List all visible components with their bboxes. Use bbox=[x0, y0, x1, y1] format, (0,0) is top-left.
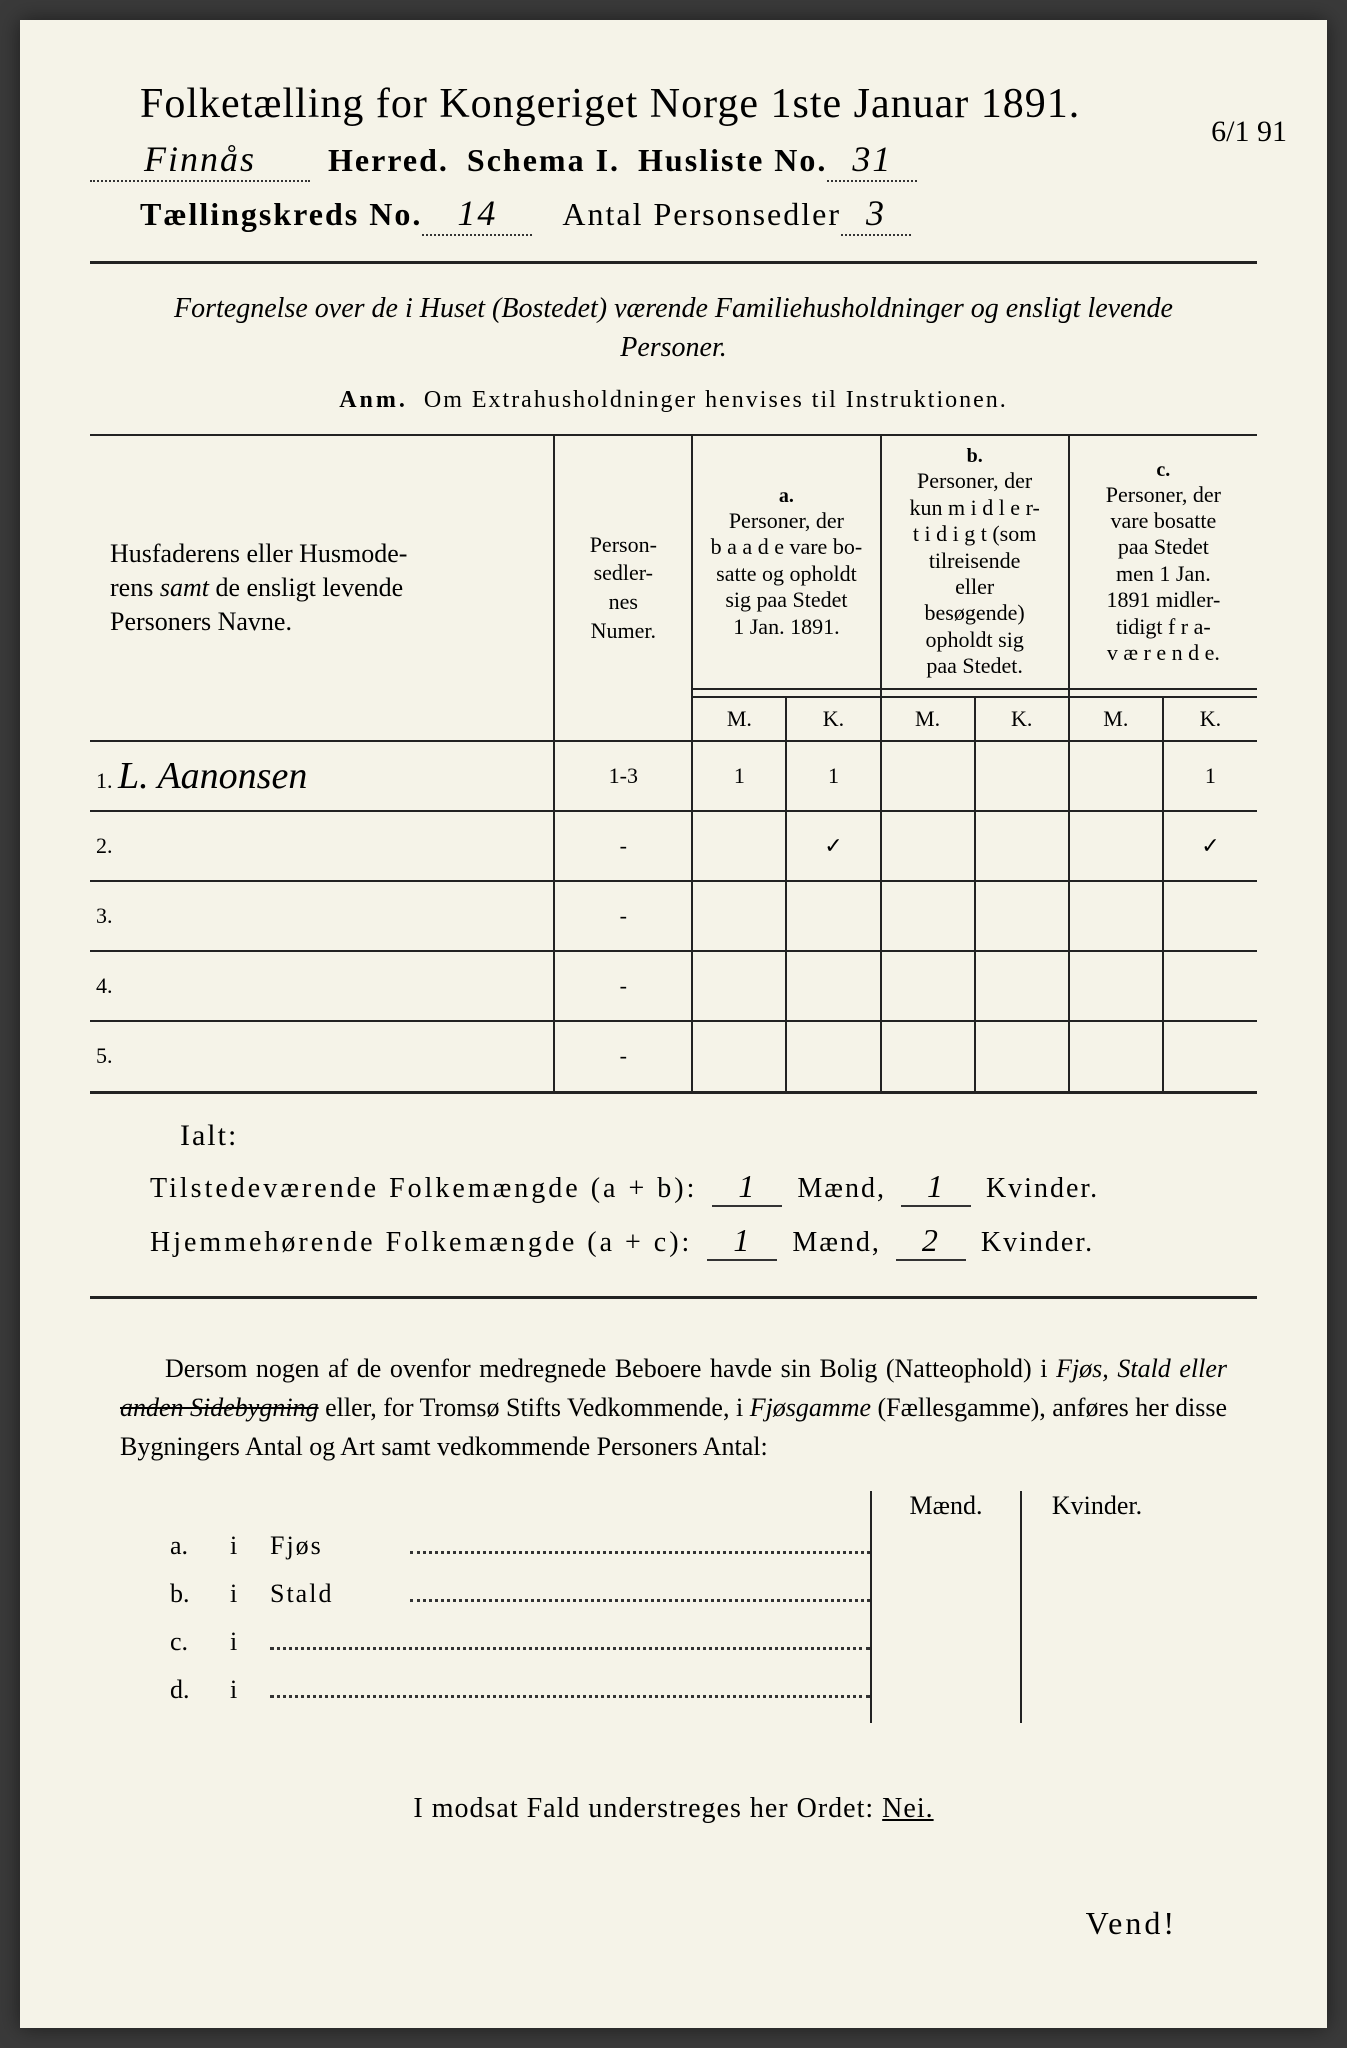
divider bbox=[90, 1296, 1257, 1299]
husliste-value: 31 bbox=[827, 138, 917, 182]
sub-row: a. i Fjøs bbox=[170, 1531, 870, 1579]
mk-header: K. bbox=[786, 697, 880, 741]
sub-kvinder-col: Kvinder. bbox=[1022, 1491, 1172, 1723]
table-row: 1. L. Aanonsen 1-3 1 1 1 bbox=[90, 741, 1257, 811]
kreds-label: Tællingskreds No. bbox=[140, 196, 422, 233]
mk-header: K. bbox=[975, 697, 1069, 741]
sub-maend-col: Mænd. bbox=[872, 1491, 1022, 1723]
colC-header: c. Personer, dervare bosattepaa Stedetme… bbox=[1069, 435, 1257, 688]
paragraph: Dersom nogen af de ovenfor medregnede Be… bbox=[120, 1349, 1227, 1466]
document-page: 6/1 91 Folketælling for Kongeriget Norge… bbox=[20, 20, 1327, 2028]
sub-row: b. i Stald bbox=[170, 1579, 870, 1627]
summary-k: 2 bbox=[896, 1222, 966, 1261]
vend-label: Vend! bbox=[90, 1905, 1177, 1942]
person-name: L. Aanonsen bbox=[118, 755, 307, 797]
anm-label: Anm. bbox=[339, 387, 408, 413]
summary-m: 1 bbox=[707, 1222, 777, 1261]
main-table: Husfaderens eller Husmode-rens samt de e… bbox=[90, 434, 1257, 1090]
table-row: 2. - ✓ ✓ bbox=[90, 811, 1257, 881]
colA-header: a. Personer, derb a a d e vare bo-satte … bbox=[692, 435, 880, 688]
mk-header: K. bbox=[1163, 697, 1257, 741]
summary-line-1: Tilstedeværende Folkemængde (a + b): 1 M… bbox=[150, 1168, 1257, 1207]
ialt-label: Ialt: bbox=[180, 1119, 1257, 1153]
table-row: 5. - bbox=[90, 1021, 1257, 1091]
anm-text: Om Extrahusholdninger henvises til Instr… bbox=[424, 387, 1008, 413]
schema-label: Schema I. bbox=[467, 142, 620, 179]
corner-date: 6/1 91 bbox=[1211, 115, 1287, 149]
anm-line: Anm. Om Extrahusholdninger henvises til … bbox=[90, 387, 1257, 414]
antal-label: Antal Personsedler bbox=[562, 196, 841, 233]
sub-right: Mænd. Kvinder. bbox=[870, 1491, 1172, 1723]
header-row-1: Finnås Herred. Schema I. Husliste No. 31 bbox=[90, 138, 1257, 182]
table-bottom-rule bbox=[90, 1091, 1257, 1094]
sub-table: a. i Fjøs b. i Stald c. i d. i bbox=[170, 1491, 1257, 1723]
sub-left: a. i Fjøs b. i Stald c. i d. i bbox=[170, 1491, 870, 1723]
page-title: Folketælling for Kongeriget Norge 1ste J… bbox=[140, 80, 1257, 128]
mk-header: M. bbox=[881, 697, 975, 741]
header-row-2: Tællingskreds No. 14 Antal Personsedler … bbox=[140, 192, 1257, 236]
sub-row: c. i bbox=[170, 1627, 870, 1675]
husliste-label: Husliste No. bbox=[638, 142, 827, 179]
herred-value: Finnås bbox=[90, 138, 310, 182]
nei-word: Nei. bbox=[882, 1793, 933, 1824]
antal-value: 3 bbox=[841, 192, 911, 236]
col2-header: Person-sedler-nesNumer. bbox=[554, 435, 692, 740]
summary-line-2: Hjemmehørende Folkemængde (a + c): 1 Mæn… bbox=[150, 1222, 1257, 1261]
mk-header: M. bbox=[1069, 697, 1163, 741]
summary-k: 1 bbox=[901, 1168, 971, 1207]
divider bbox=[90, 261, 1257, 264]
table-row: 3. - bbox=[90, 881, 1257, 951]
subtitle: Fortegnelse over de i Huset (Bostedet) v… bbox=[140, 289, 1207, 367]
colB-header: b. Personer, derkun m i d l e r-t i d i … bbox=[881, 435, 1069, 688]
col1-header: Husfaderens eller Husmode-rens samt de e… bbox=[90, 435, 554, 740]
mk-header: M. bbox=[692, 697, 786, 741]
summary-m: 1 bbox=[712, 1168, 782, 1207]
herred-label: Herred. bbox=[328, 142, 449, 179]
table-row: 4. - bbox=[90, 951, 1257, 1021]
sub-row: d. i bbox=[170, 1675, 870, 1723]
kreds-value: 14 bbox=[422, 192, 532, 236]
modsat-line: I modsat Fald understreges her Ordet: Ne… bbox=[90, 1793, 1257, 1825]
